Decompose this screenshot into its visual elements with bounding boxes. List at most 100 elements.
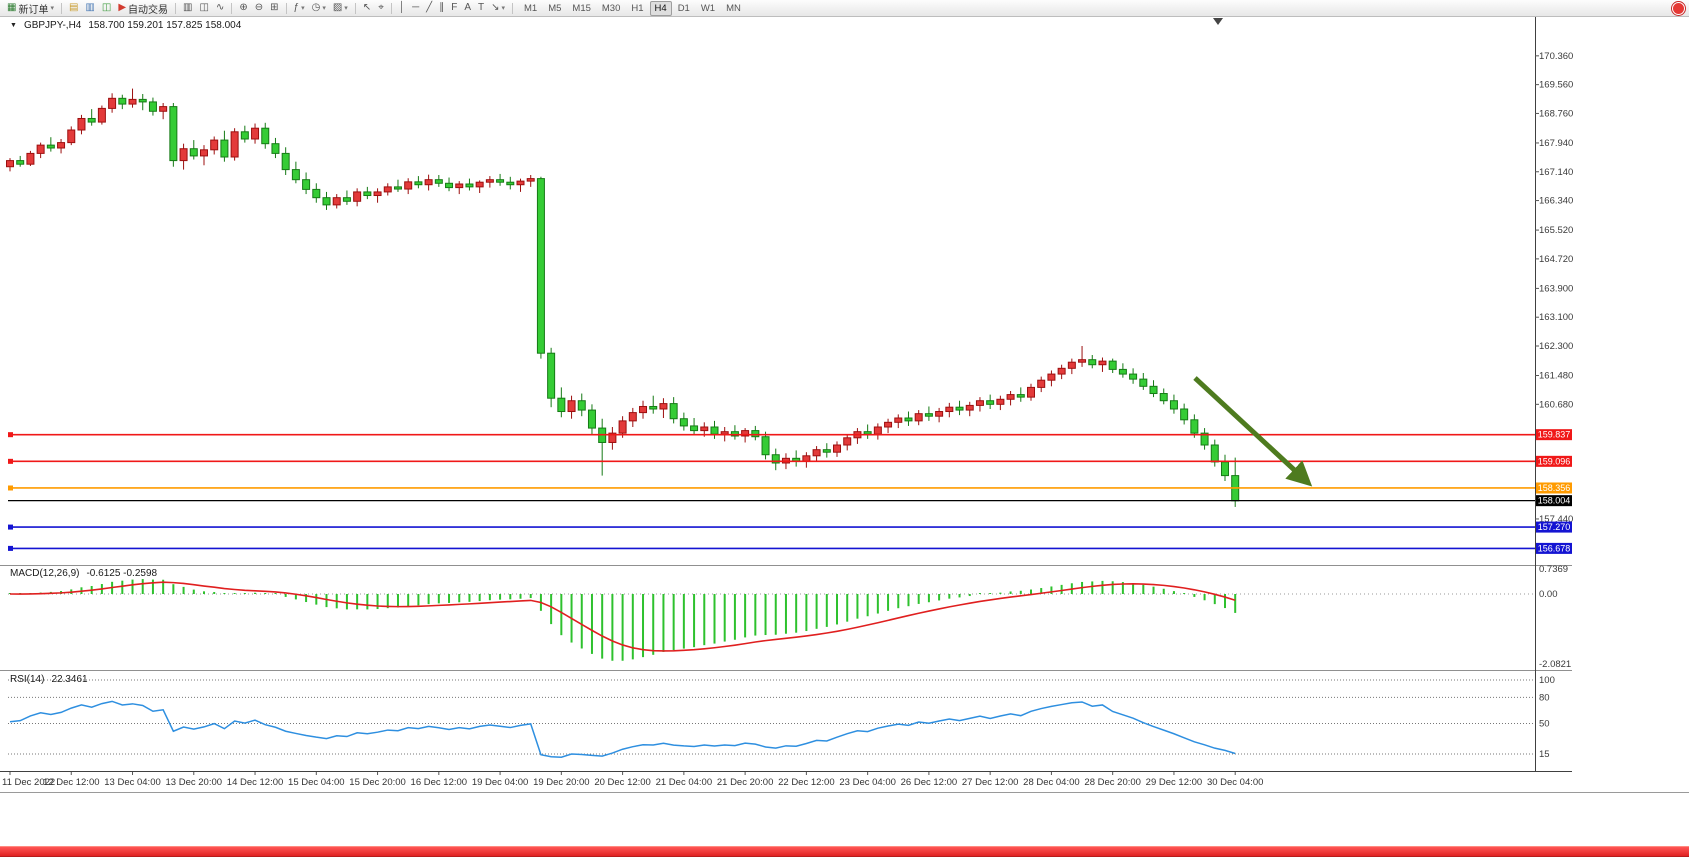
candle [405, 182, 412, 189]
trend-arrow-annotation[interactable] [1195, 378, 1303, 478]
horizontal-scrollbar-thumb[interactable] [0, 846, 1689, 857]
timeframe-h1[interactable]: H1 [626, 1, 648, 16]
hline-handle[interactable] [8, 432, 13, 437]
price-axis-label: 170.360 [1539, 51, 1573, 62]
toolbar-separator [286, 3, 287, 14]
candle [537, 179, 544, 354]
candle [7, 161, 14, 167]
data-window-button[interactable]: ▥ [82, 1, 97, 15]
candle [415, 182, 422, 185]
templates-button[interactable]: ▨▾ [330, 1, 351, 15]
candle [17, 161, 24, 165]
market-watch-button[interactable]: ▤ [66, 1, 81, 15]
price-axis-label: 164.720 [1539, 254, 1573, 265]
horizontal-line-button[interactable]: ─ [409, 1, 422, 15]
toolbar-separator [175, 3, 176, 14]
candle [364, 192, 371, 196]
macd-name: MACD(12,26,9) [10, 568, 79, 579]
tile-windows-button[interactable]: ⊞ [267, 1, 281, 15]
indicators-button[interactable]: ƒ▾ [291, 1, 308, 15]
channel-button[interactable]: ∥ [436, 1, 447, 15]
price-tag-156.678: 156.678 [1536, 543, 1572, 554]
chart-shift-marker[interactable] [1213, 18, 1223, 25]
candlestick-chart-button[interactable]: ◫ [196, 1, 211, 15]
template-icon: ▨ [333, 1, 342, 15]
candle [517, 181, 524, 185]
candle [936, 412, 943, 417]
hline-handle[interactable] [8, 546, 13, 551]
candle [446, 183, 453, 187]
arrows-button[interactable]: ↘▾ [488, 1, 508, 15]
price-tag-label: 158.356 [1538, 483, 1571, 493]
text-button[interactable]: A [461, 1, 474, 15]
vertical-line-button[interactable]: │ [396, 1, 408, 15]
zoom-out-button[interactable]: ⊖ [252, 1, 266, 15]
candle [109, 98, 116, 108]
cursor-button[interactable]: ↖ [360, 1, 374, 15]
hline-handle[interactable] [8, 459, 13, 464]
crosshair-button[interactable]: ⌖ [375, 1, 387, 15]
autotrading-button[interactable]: ▶自动交易 [115, 1, 171, 15]
candle [180, 149, 187, 161]
fibonacci-button[interactable]: F [448, 1, 460, 15]
candle [58, 143, 65, 148]
text-label-button[interactable]: T [475, 1, 487, 15]
timeframe-w1[interactable]: W1 [696, 1, 720, 16]
candle [752, 431, 759, 437]
price-axis-label: 167.940 [1539, 138, 1573, 149]
candle [548, 353, 555, 398]
candle [78, 118, 85, 130]
candle [1058, 368, 1065, 374]
candle [1007, 395, 1014, 400]
candle [88, 118, 95, 122]
dropdown-caret-icon: ▾ [322, 4, 326, 12]
candle [231, 132, 238, 157]
candle [721, 432, 728, 435]
candle [313, 189, 320, 197]
dropdown-caret-icon: ▾ [501, 4, 505, 12]
hline-handle[interactable] [8, 485, 13, 490]
timeframe-m1[interactable]: M1 [519, 1, 542, 16]
new-order-icon: ▦ [7, 1, 16, 15]
toolbar-separator [355, 3, 356, 14]
hline-handle[interactable] [8, 525, 13, 530]
candle [497, 180, 504, 183]
candle [37, 145, 44, 153]
time-axis-label: 16 Dec 12:00 [411, 777, 468, 788]
chart-canvas[interactable]: 170.360169.560168.760167.940167.140166.3… [0, 16, 1689, 792]
symbol-dropdown-icon[interactable]: ▼ [10, 22, 17, 29]
timeframe-m5[interactable]: M5 [543, 1, 566, 16]
candle [272, 144, 279, 154]
timeframe-h4[interactable]: H4 [650, 1, 672, 16]
candle [139, 99, 146, 102]
dropdown-caret-icon: ▾ [344, 4, 348, 12]
new-order-button[interactable]: ▦新订单▾ [4, 1, 57, 15]
candle [1038, 380, 1045, 387]
candle [711, 427, 718, 434]
notification-icon[interactable] [1672, 2, 1685, 15]
bar-chart-button[interactable]: ▥ [180, 1, 195, 15]
line-chart-button[interactable]: ∿ [213, 1, 227, 15]
navigator-button[interactable]: ◫ [99, 1, 114, 15]
trendline-button[interactable]: ╱ [423, 1, 435, 15]
timeframe-m30[interactable]: M30 [597, 1, 625, 16]
price-axis-label: 166.340 [1539, 196, 1573, 207]
rsi-scale-label: 80 [1539, 692, 1550, 703]
macd-scale-label: -2.0821 [1539, 659, 1571, 670]
periods-button[interactable]: ◷▾ [309, 1, 329, 15]
candle [1028, 387, 1035, 397]
zoom-in-button[interactable]: ⊕ [236, 1, 250, 15]
candle [976, 401, 983, 406]
channel-icon: ∥ [439, 1, 444, 15]
quote-ohlc-values: 158.700 159.201 157.825 158.004 [88, 20, 241, 31]
timeframe-d1[interactable]: D1 [673, 1, 695, 16]
price-tag-157.270: 157.270 [1536, 522, 1572, 533]
timeframe-m15[interactable]: M15 [567, 1, 595, 16]
candle [456, 184, 463, 188]
timeframe-mn[interactable]: MN [721, 1, 746, 16]
candle [946, 407, 953, 411]
candle [925, 414, 932, 417]
time-axis-label: 27 Dec 12:00 [962, 777, 1019, 788]
candle [588, 410, 595, 428]
